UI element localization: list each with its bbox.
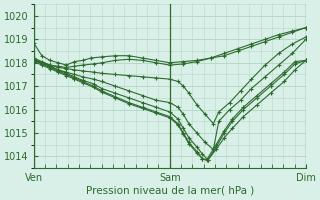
X-axis label: Pression niveau de la mer( hPa ): Pression niveau de la mer( hPa ) — [86, 186, 254, 196]
